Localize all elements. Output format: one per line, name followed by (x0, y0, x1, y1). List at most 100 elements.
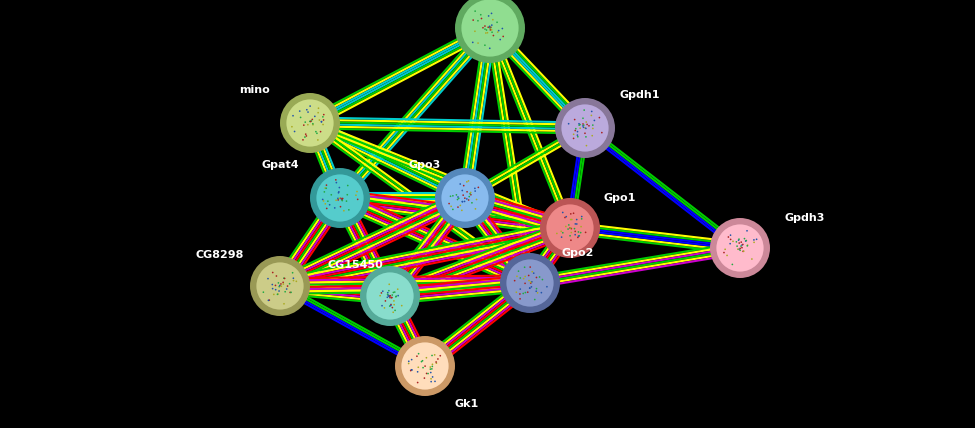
Point (577, 130, 593, 137)
Point (728, 238, 744, 245)
Point (424, 366, 440, 372)
Point (271, 279, 287, 286)
Point (731, 246, 747, 253)
Point (410, 364, 426, 371)
Point (483, 24, 498, 31)
Point (452, 181, 468, 187)
Point (314, 118, 330, 125)
Point (566, 225, 582, 232)
Point (563, 225, 578, 232)
Point (521, 272, 536, 279)
Point (526, 296, 542, 303)
Point (264, 281, 280, 288)
Point (405, 366, 420, 373)
Point (387, 288, 403, 295)
Point (334, 196, 350, 203)
Point (554, 228, 569, 235)
Point (381, 293, 397, 300)
Circle shape (250, 256, 310, 316)
Point (578, 119, 594, 125)
Point (315, 113, 331, 120)
Point (467, 28, 483, 35)
Point (522, 277, 537, 284)
Point (730, 237, 746, 244)
Point (424, 352, 440, 359)
Point (271, 288, 287, 294)
Text: Gpat4: Gpat4 (261, 160, 298, 170)
Point (557, 214, 572, 221)
Point (569, 132, 585, 139)
Point (416, 374, 432, 381)
Point (522, 285, 537, 291)
Point (495, 33, 511, 40)
Point (523, 264, 538, 270)
Point (423, 369, 439, 376)
Point (427, 378, 443, 385)
Point (746, 237, 761, 244)
Point (333, 195, 349, 202)
Point (459, 196, 475, 202)
Point (461, 193, 477, 200)
Point (465, 39, 481, 46)
Point (300, 121, 316, 128)
Point (433, 352, 448, 359)
Point (374, 302, 390, 309)
Point (733, 243, 749, 250)
Point (570, 233, 586, 240)
Point (420, 370, 436, 377)
Point (410, 379, 425, 386)
Point (585, 122, 601, 128)
Point (274, 283, 290, 290)
Point (518, 280, 533, 287)
Point (319, 182, 334, 189)
Point (394, 302, 410, 309)
Point (744, 256, 760, 262)
Point (427, 351, 443, 358)
Circle shape (710, 218, 770, 278)
Point (350, 196, 366, 203)
Point (283, 289, 298, 296)
Point (482, 45, 497, 52)
Point (459, 188, 475, 195)
Point (424, 363, 440, 370)
Point (445, 206, 460, 213)
Point (268, 273, 284, 279)
Point (578, 142, 594, 149)
Point (494, 25, 510, 32)
Point (404, 366, 419, 373)
Point (332, 184, 347, 191)
Point (474, 15, 489, 22)
Point (725, 238, 741, 245)
Point (336, 207, 352, 214)
Point (513, 274, 528, 281)
Point (286, 112, 301, 119)
Point (310, 109, 326, 116)
Point (736, 248, 752, 255)
Point (738, 237, 754, 244)
Circle shape (395, 336, 455, 396)
Point (272, 282, 288, 289)
Point (315, 196, 331, 203)
Point (717, 249, 732, 256)
Point (303, 118, 319, 125)
Point (279, 285, 294, 292)
Point (584, 108, 600, 115)
Point (473, 11, 488, 18)
Point (529, 289, 545, 296)
Point (489, 19, 505, 26)
Point (372, 292, 388, 299)
Point (563, 211, 578, 217)
Point (740, 242, 756, 249)
Point (311, 105, 327, 112)
Point (454, 207, 470, 214)
Point (539, 283, 555, 290)
Point (382, 292, 398, 299)
Point (298, 133, 314, 140)
Point (567, 127, 583, 134)
Point (299, 106, 315, 113)
Point (339, 191, 355, 198)
Point (297, 134, 313, 140)
Point (300, 109, 316, 116)
Point (285, 269, 300, 276)
Point (329, 179, 344, 186)
